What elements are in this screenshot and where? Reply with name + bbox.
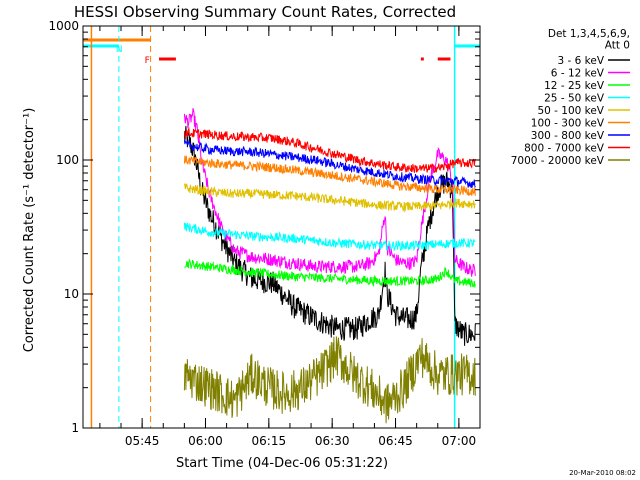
plot-area: NF (83, 26, 480, 428)
legend-header: Det 1,3,4,5,6,9, (548, 28, 630, 40)
series-line (183, 155, 476, 197)
series-line (183, 336, 476, 424)
legend-entry-label: 50 - 100 keV (537, 105, 604, 117)
y-tick-label: 10 (64, 287, 79, 301)
series-line (183, 108, 476, 277)
y-axis-label: Corrected Count Rate (s⁻¹ detector⁻¹) (22, 108, 37, 353)
series-lines (183, 108, 476, 424)
x-tick-label: 07:00 (442, 434, 477, 448)
instrument-state-markers: NF (83, 26, 480, 428)
legend-entry-label: 25 - 50 keV (544, 93, 605, 105)
series-line (183, 182, 476, 213)
plot-frame (82, 25, 481, 429)
footer-timestamp: 20-Mar-2010 08:02 (569, 469, 636, 477)
series-line (183, 125, 476, 346)
chart-title: HESSI Observing Summary Count Rates, Cor… (74, 3, 456, 21)
series-line (183, 222, 476, 252)
y-tick-label: 1 (71, 421, 79, 435)
y-tick-label: 1000 (48, 19, 79, 33)
x-tick-label: 06:15 (252, 434, 287, 448)
legend-entry-label: 7000 - 20000 keV (511, 155, 605, 167)
y-tick-label: 100 (56, 153, 79, 167)
x-tick-label: 06:30 (315, 434, 350, 448)
legend-entry-label: 12 - 25 keV (544, 80, 605, 92)
series-line (183, 139, 476, 189)
legend-entry-label: 800 - 7000 keV (524, 143, 605, 155)
legend-entry-label: 100 - 300 keV (531, 118, 605, 130)
series-line (183, 126, 476, 174)
legend-entry-label: 6 - 12 keV (551, 68, 605, 80)
series-line (184, 258, 476, 288)
legend-entry-label: 3 - 6 keV (557, 55, 604, 67)
x-axis-label: Start Time (04-Dec-06 05:31:22) (176, 456, 388, 471)
axes: 1 10 100 1000 05:45 06:00 06:15 06:30 06:45 07:00 (48, 19, 480, 448)
x-tick-label: 06:00 (188, 434, 223, 448)
x-tick-label: 06:45 (378, 434, 413, 448)
x-tick-label: 05:45 (125, 434, 160, 448)
legend-entry-label: 300 - 800 keV (531, 130, 605, 142)
legend-header: Att 0 (605, 40, 630, 52)
marker-label-n: N (116, 45, 123, 55)
marker-label-f: F (145, 56, 150, 66)
